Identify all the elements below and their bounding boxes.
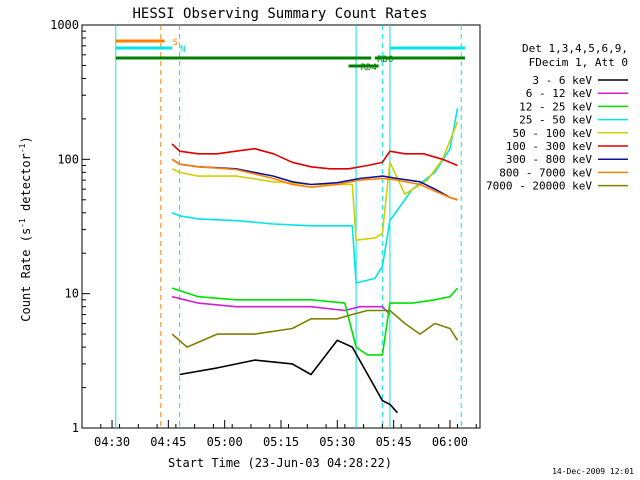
x-tick-label-5: 05:45 bbox=[376, 435, 412, 449]
series-line-0 bbox=[179, 339, 398, 414]
plot-frame bbox=[81, 24, 481, 429]
y-axis-label: Count Rate (s-1 detector-1) bbox=[18, 136, 33, 321]
legend-title-line-2: FDecim 1, Att 0 bbox=[529, 56, 628, 69]
legend: Det 1,3,4,5,6,9, FDecim 1, Att 0 3 - 6 k… bbox=[486, 42, 628, 193]
x-tick-label-2: 05:00 bbox=[207, 435, 243, 449]
state-bar-label-3: RD0 bbox=[377, 55, 393, 65]
x-tick-label-0: 04:30 bbox=[94, 435, 130, 449]
series-line-3 bbox=[171, 108, 459, 284]
y-tick-label-3: 1000 bbox=[50, 18, 79, 32]
y-tick-label-2: 100 bbox=[57, 152, 79, 166]
legend-entry-2: 12 - 25 keV bbox=[519, 100, 592, 113]
legend-entry-8: 7000 - 20000 keV bbox=[486, 180, 592, 193]
x-tick-label-4: 05:30 bbox=[319, 435, 355, 449]
x-axis-label: Start Time (23-Jun-03 04:28:22) bbox=[168, 456, 392, 470]
x-axis: 04:30 04:45 05:00 05:15 05:30 05:45 06:00 bbox=[81, 420, 477, 449]
legend-entry-6: 300 - 800 keV bbox=[506, 153, 592, 166]
series-line-7 bbox=[171, 158, 458, 201]
state-bar-label-0: S bbox=[173, 38, 178, 48]
state-bar-label-5: RD4 bbox=[361, 63, 377, 73]
legend-entry-3: 25 - 50 keV bbox=[519, 114, 592, 127]
y-tick-label-1: 10 bbox=[65, 287, 79, 301]
x-tick-label-3: 05:15 bbox=[263, 435, 299, 449]
series-line-1 bbox=[171, 295, 391, 316]
legend-entry-7: 800 - 7000 keV bbox=[499, 166, 592, 179]
y-axis: 1 10 100 1000 bbox=[50, 18, 90, 435]
footer-date: 14-Dec-2009 12:01 bbox=[552, 467, 634, 476]
legend-entry-5: 100 - 300 keV bbox=[506, 140, 592, 153]
series-line-8 bbox=[171, 309, 459, 348]
legend-entry-0: 3 - 6 keV bbox=[532, 74, 592, 87]
legend-title-line-1: Det 1,3,4,5,6,9, bbox=[522, 42, 628, 55]
legend-entry-4: 50 - 100 keV bbox=[513, 127, 593, 140]
y-tick-label-0: 1 bbox=[72, 421, 79, 435]
series-line-5 bbox=[171, 143, 458, 170]
x-tick-label-6: 06:00 bbox=[432, 435, 468, 449]
x-tick-label-1: 04:45 bbox=[150, 435, 186, 449]
legend-entry-1: 6 - 12 keV bbox=[526, 87, 593, 100]
series-line-4 bbox=[171, 121, 459, 241]
series-line-2 bbox=[171, 287, 459, 356]
series-line-6 bbox=[171, 158, 458, 201]
chart-title: HESSI Observing Summary Count Rates bbox=[132, 6, 427, 22]
state-bar-label-1: N bbox=[180, 45, 185, 55]
